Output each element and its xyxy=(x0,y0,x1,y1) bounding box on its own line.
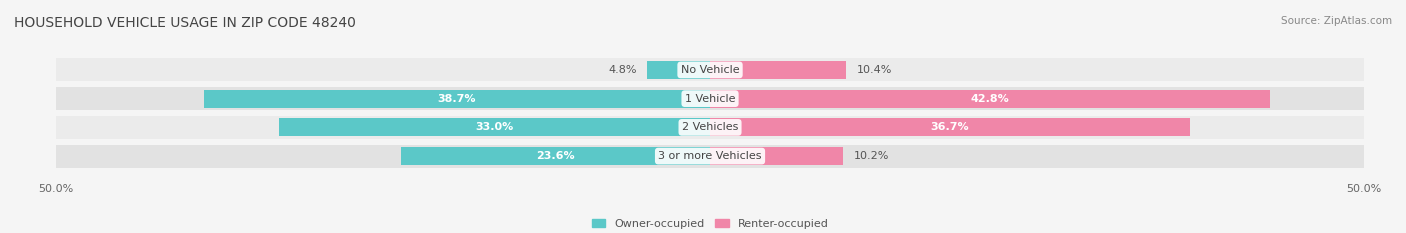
Bar xyxy=(710,147,844,165)
Bar xyxy=(710,118,1189,136)
Bar xyxy=(56,87,1364,110)
Text: 36.7%: 36.7% xyxy=(931,122,969,132)
Bar xyxy=(710,90,1270,108)
Text: 3 or more Vehicles: 3 or more Vehicles xyxy=(658,151,762,161)
Text: No Vehicle: No Vehicle xyxy=(681,65,740,75)
Bar xyxy=(56,58,1364,81)
Text: 10.4%: 10.4% xyxy=(856,65,891,75)
Text: 33.0%: 33.0% xyxy=(475,122,513,132)
Bar xyxy=(647,61,710,79)
Text: 23.6%: 23.6% xyxy=(537,151,575,161)
Legend: Owner-occupied, Renter-occupied: Owner-occupied, Renter-occupied xyxy=(588,214,832,233)
Text: 42.8%: 42.8% xyxy=(970,94,1010,104)
Text: 1 Vehicle: 1 Vehicle xyxy=(685,94,735,104)
Text: 4.8%: 4.8% xyxy=(609,65,637,75)
Text: HOUSEHOLD VEHICLE USAGE IN ZIP CODE 48240: HOUSEHOLD VEHICLE USAGE IN ZIP CODE 4824… xyxy=(14,16,356,30)
Text: 10.2%: 10.2% xyxy=(853,151,889,161)
Text: 2 Vehicles: 2 Vehicles xyxy=(682,122,738,132)
Bar xyxy=(402,147,710,165)
Bar xyxy=(278,118,710,136)
Bar xyxy=(710,61,846,79)
Bar xyxy=(56,116,1364,139)
Text: Source: ZipAtlas.com: Source: ZipAtlas.com xyxy=(1281,16,1392,26)
Text: 38.7%: 38.7% xyxy=(437,94,477,104)
Bar xyxy=(204,90,710,108)
Bar xyxy=(56,145,1364,168)
